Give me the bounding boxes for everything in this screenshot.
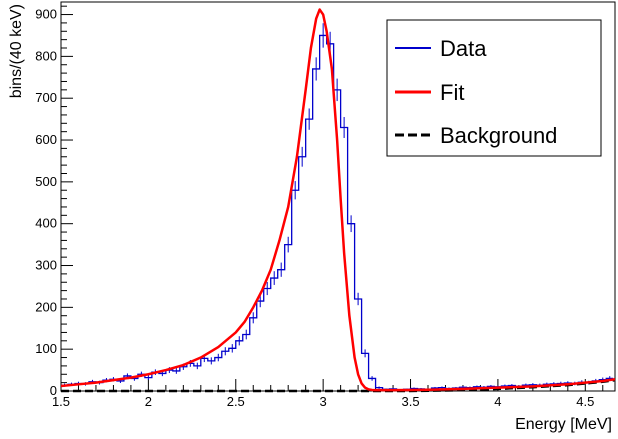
x-tick-label: 2.5 — [227, 394, 245, 409]
y-tick-label: 200 — [35, 299, 57, 314]
y-tick-label: 600 — [35, 132, 57, 147]
x-tick-label: 2 — [145, 394, 152, 409]
x-tick-label: 4 — [494, 394, 501, 409]
y-tick-label: 900 — [35, 7, 57, 22]
y-tick-label: 300 — [35, 258, 57, 273]
legend-label-fit: Fit — [440, 80, 464, 105]
y-tick-label: 800 — [35, 48, 57, 63]
y-tick-label: 400 — [35, 216, 57, 231]
x-axis: 1.5 2 2.5 3 3.5 4 4.5 — [52, 379, 604, 409]
x-tick-label: 4.5 — [576, 394, 594, 409]
y-tick-label: 100 — [35, 341, 57, 356]
y-axis-title: bins/(40 keV) — [8, 4, 25, 98]
y-tick-label: 700 — [35, 90, 57, 105]
y-axis: 0 100 200 300 400 500 600 700 800 900 — [35, 5, 73, 398]
x-tick-label: 3 — [320, 394, 327, 409]
x-tick-label: 3.5 — [401, 394, 419, 409]
x-tick-label: 1.5 — [52, 394, 70, 409]
legend-label-data: Data — [440, 36, 487, 61]
legend-label-background: Background — [440, 123, 557, 148]
y-tick-label: 500 — [35, 174, 57, 189]
legend-box — [386, 19, 602, 157]
x-axis-title: Energy [MeV] — [515, 416, 612, 433]
fit-line — [60, 8, 616, 392]
plot-area — [60, 8, 616, 393]
y-tick-label: 0 — [50, 383, 57, 398]
legend: Data Fit Background — [386, 19, 602, 157]
